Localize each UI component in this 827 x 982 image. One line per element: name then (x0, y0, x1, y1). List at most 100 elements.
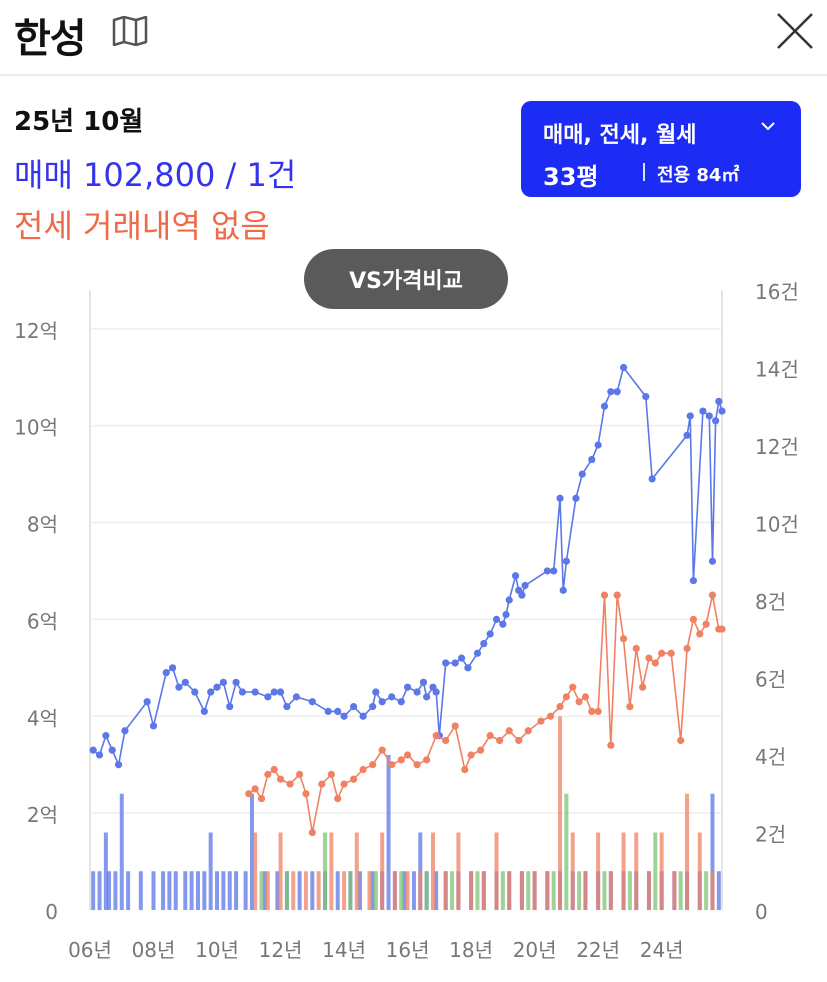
jeonse-price-point (556, 702, 564, 711)
jeonse-volume-bar (532, 871, 537, 910)
jeonse-volume-bar (367, 871, 372, 910)
jeonse-price-point (594, 707, 602, 716)
map-icon[interactable] (112, 16, 148, 46)
price-chart: 0 2억 4억 6억 8억 10억 12억 0 2건 4건 6건 8건 10건 12건 14건 16건 06년 0… (14, 280, 799, 962)
sale-volume-bar (167, 871, 172, 910)
jeonse-price-point (397, 756, 405, 764)
sale-volume-bar (208, 832, 213, 910)
jeonse-price-point (613, 591, 621, 599)
sale-price-point (238, 688, 247, 696)
jeonse-price-point (286, 780, 294, 788)
separator (643, 163, 645, 181)
jeonse-price-point (569, 683, 577, 691)
sale-price-point (121, 727, 129, 735)
sale-price-point (715, 397, 723, 406)
sale-volume-bar (370, 871, 375, 910)
jeonse-price-point (318, 780, 326, 788)
sale-price-point (708, 557, 717, 565)
monthly-volume-bar (399, 871, 404, 910)
sale-volume-bar (402, 871, 407, 910)
sale-price-point (499, 620, 507, 628)
jeonse-price-point (451, 722, 459, 730)
sale-price-point (559, 586, 567, 594)
monthly-volume-bar (551, 871, 556, 910)
y-tick-label-right: 14건 (755, 358, 799, 382)
monthly-volume-bar (678, 871, 683, 910)
jeonse-volume-bar (418, 871, 423, 910)
jeonse-price-point (562, 693, 570, 701)
y-tick-label-right: 16건 (755, 280, 799, 304)
jeonse-price-point (477, 746, 485, 754)
sale-price-point (334, 707, 342, 716)
jeonse-price-point (505, 727, 513, 735)
jeonse-price-point (308, 828, 316, 837)
sale-price-point (600, 402, 609, 410)
sale-price-point (613, 388, 621, 396)
x-tick-label: 22년 (576, 938, 620, 962)
sale-price-point (276, 688, 285, 696)
sale-price-point (292, 693, 301, 701)
jeonse-volume-bar (342, 871, 347, 910)
jeonse-price-point (423, 756, 431, 764)
deal-type-filter-button[interactable]: 매매, 전세, 월세 33평 전용 84㎡ (521, 101, 801, 197)
sale-price-point (251, 688, 259, 696)
sale-price-point (369, 702, 377, 711)
jeonse-price-point (537, 717, 545, 725)
vs-compare-button[interactable]: VS가격비교 (304, 249, 508, 309)
jeonse-price-point (651, 659, 659, 667)
sale-price-point (718, 407, 726, 415)
sale-price-point (219, 678, 227, 686)
monthly-volume-bar (284, 871, 289, 910)
monthly-volume-bar (259, 871, 264, 910)
monthly-volume-bar (577, 871, 582, 910)
jeonse-price-point (632, 644, 640, 653)
jeonse-price-point (378, 746, 386, 754)
jeonse-price-point (349, 775, 358, 783)
sale-volume-bar (113, 871, 118, 910)
sale-volume-bar (249, 793, 254, 910)
jeonse-price-point (296, 770, 304, 778)
monthly-volume-bar (373, 871, 378, 910)
jeonse-price-point (667, 649, 675, 657)
sale-price-point (207, 688, 215, 696)
sale-price-point (372, 688, 380, 696)
jeonse-price-point (276, 775, 285, 783)
jeonse-price-point (403, 751, 412, 759)
jeonse-price-point (334, 794, 342, 803)
sale-price-point (108, 746, 116, 754)
monthly-volume-bar (475, 871, 480, 910)
close-icon[interactable] (772, 8, 818, 54)
y-tick-label-left: 0 (45, 900, 58, 924)
x-tick-label: 24년 (640, 938, 684, 962)
sale-price-point (232, 678, 240, 686)
jeonse-volume-bar (646, 871, 651, 910)
sale-price-point (619, 363, 628, 372)
sale-volume-bar (310, 871, 315, 910)
sale-price-point (149, 722, 158, 730)
sale-volume-bar (103, 832, 108, 910)
jeonse-price-point (496, 736, 504, 745)
sale-volume-bar (710, 793, 715, 910)
jeonse-volume-bar (634, 832, 639, 910)
jeonse-volume-bar (608, 871, 613, 910)
monthly-volume-bar (500, 871, 505, 910)
jeonse-price-point (581, 693, 590, 701)
jeonse-price-point (302, 790, 310, 798)
sale-price-point (168, 664, 177, 672)
y-tick-label-right: 12건 (755, 435, 799, 459)
jeonse-volume-bar (621, 832, 626, 910)
sale-summary: 매매 102,800 / 1건 (14, 156, 297, 194)
sale-price-point (213, 683, 221, 691)
sale-price-point (403, 683, 412, 691)
sale-volume-bar (173, 871, 178, 910)
jeonse-volume-bar (519, 871, 524, 910)
jeonse-volume-bar (469, 871, 474, 910)
jeonse-volume-bar (443, 871, 448, 910)
jeonse-volume-bar (596, 832, 601, 910)
sale-price-point (397, 698, 405, 706)
jeonse-price-point (718, 625, 726, 633)
jeonse-price-point (696, 630, 704, 638)
sale-price-point (413, 688, 421, 696)
sale-price-point (543, 567, 551, 575)
jeonse-volume-bar (481, 871, 486, 910)
